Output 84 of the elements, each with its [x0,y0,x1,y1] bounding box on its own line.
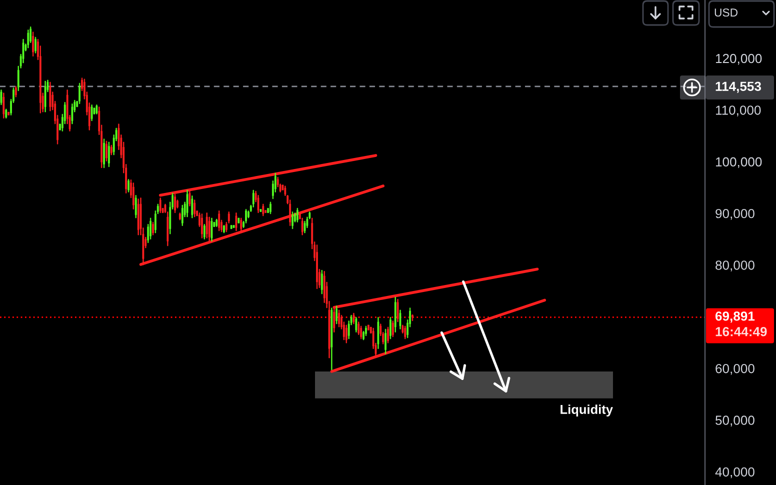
ref-line-label: 69,891 [715,312,755,323]
candlestick [34,36,36,54]
candlestick [150,218,152,240]
candlestick [103,138,105,168]
candlestick [194,200,196,218]
candlestick [232,225,235,228]
y-tick-label: 40,000 [715,467,754,478]
candlestick [110,144,112,156]
candlestick [134,195,137,218]
candlestick [106,140,108,162]
y-tick-label: 60,000 [716,364,754,375]
y-tick-label: 80,000 [716,260,754,272]
candlestick [218,210,220,232]
candlestick [262,204,264,216]
candlestick [201,214,203,238]
candlestick [0,90,2,106]
candlestick [292,212,294,230]
candlestick [238,218,240,224]
candlestick [296,208,298,222]
candlestick [208,216,210,242]
candlestick [137,198,140,236]
ref-line-label: 114,553 [716,82,761,93]
y-tick-label: 90,000 [716,208,754,220]
candlestick [270,202,272,214]
candlestick [412,314,414,322]
candlestick [178,212,181,220]
candlestick [8,112,10,116]
candlestick [396,298,399,322]
y-tick-label: 50,000 [716,416,754,426]
candlestick [2,92,5,118]
candlestick [49,82,52,112]
candlestick [352,312,355,324]
candlestick [316,244,318,289]
candlestick [96,104,98,114]
candlestick [206,212,208,238]
candlestick [399,310,402,330]
y-tick-label: 120,000 [716,54,762,65]
candlestick [367,324,370,330]
candlestick [304,220,306,234]
candlestick [132,182,134,210]
candlestick [301,218,304,236]
text: USD [714,8,738,17]
candlestick [365,326,367,336]
candlestick [223,225,225,234]
candlestick [394,296,396,332]
candlestick [387,326,389,344]
candlestick [336,306,338,324]
text: 16:44:49 [716,327,767,336]
candlestick [5,108,8,118]
candlestick [240,218,242,232]
candlestick [78,82,80,104]
candlestick [27,30,30,48]
candlestick [216,218,218,227]
candlestick [320,270,323,294]
candlestick [108,142,110,168]
candlestick [384,328,386,354]
candlestick [358,322,360,335]
candlestick [152,222,154,236]
candlestick [186,190,188,218]
candlestick [14,86,17,98]
candlestick [390,316,392,340]
candlestick [44,80,46,112]
candlestick [235,212,238,232]
candlestick [260,208,262,212]
y-tick-label: 100,000 [716,157,762,168]
candlestick [330,308,333,370]
candlestick [203,224,206,240]
candlestick [90,104,93,122]
y-tick-label: 110,000 [716,106,761,116]
candlestick [377,316,380,349]
candlestick [360,326,362,340]
candlestick [230,225,232,230]
candlestick [32,32,34,56]
candlestick [181,204,184,226]
band-label: Liquidity [560,404,613,416]
candlestick [404,326,406,340]
candlestick [345,324,348,344]
candlestick [191,196,194,218]
candlestick [128,179,130,192]
candlestick [257,195,260,214]
candlestick [392,320,394,338]
candlestick [355,316,358,332]
candlestick [210,218,213,242]
candlestick [71,104,74,124]
